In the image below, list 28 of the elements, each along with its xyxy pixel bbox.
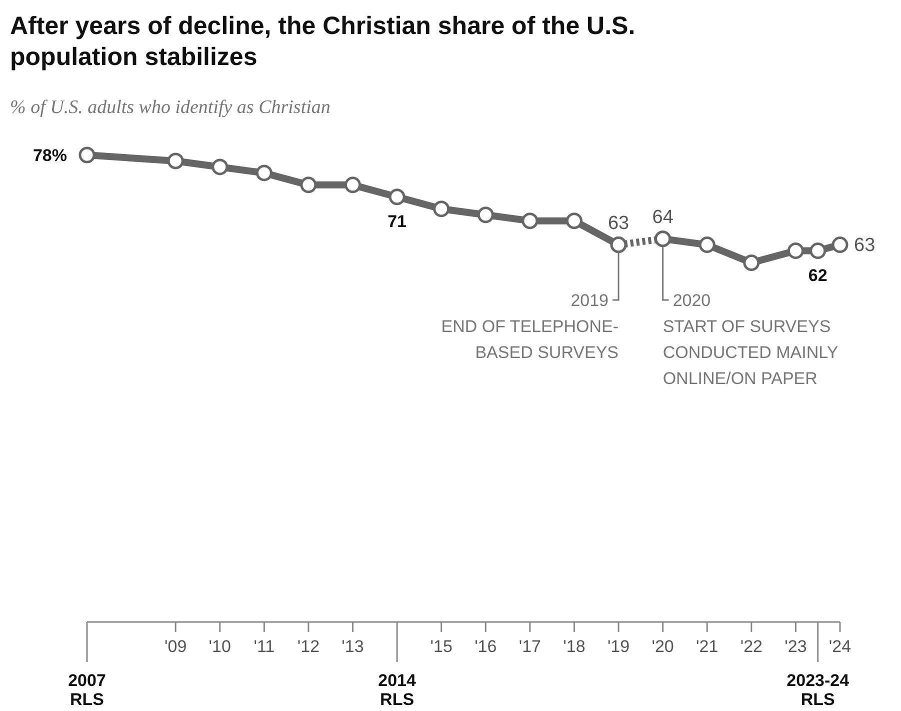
x-tick-label: '11 xyxy=(254,637,275,656)
annotation: 2020 START OF SURVEYS CONDUCTED MAINLY ONLINE/ON PAPER xyxy=(662,291,838,388)
x-tick-label: '21 xyxy=(696,637,718,656)
chart-subtitle: % of U.S. adults who identify as Christian xyxy=(10,97,330,118)
x-tick-label: '12 xyxy=(297,637,320,656)
x-tick-label: '09 xyxy=(164,637,187,656)
x-tick-label: '23 xyxy=(784,637,807,656)
data-label: 63 xyxy=(608,212,630,234)
x-tick-label: '15 xyxy=(430,637,452,656)
x-tick-label: '22 xyxy=(740,637,762,656)
annotation: 2014 RLS xyxy=(378,671,417,709)
annotation: 2019 END OF TELEPHONE- BASED SURVEYS xyxy=(441,291,619,362)
chart-title: After years of decline, the Christian share of the U.S. population stabilizes xyxy=(10,12,636,71)
x-tick-label: '24 xyxy=(828,637,852,656)
x-tick-label: '20 xyxy=(652,637,674,656)
x-tick-label: '16 xyxy=(474,637,497,656)
data-label: 63 xyxy=(854,234,876,256)
data-label: 71 xyxy=(388,212,407,231)
x-tick-label: '10 xyxy=(208,637,231,656)
data-label: 64 xyxy=(652,206,674,228)
annotation: 2023-24 RLS xyxy=(786,671,850,709)
data-label: 78% xyxy=(32,146,67,165)
annotation: 2007 RLS xyxy=(68,671,106,709)
x-tick-label: '18 xyxy=(563,637,586,656)
x-tick-label: '19 xyxy=(607,637,630,656)
x-tick-label: '17 xyxy=(518,637,542,656)
x-tick-label: '13 xyxy=(342,637,364,656)
data-label: 62 xyxy=(808,266,828,285)
